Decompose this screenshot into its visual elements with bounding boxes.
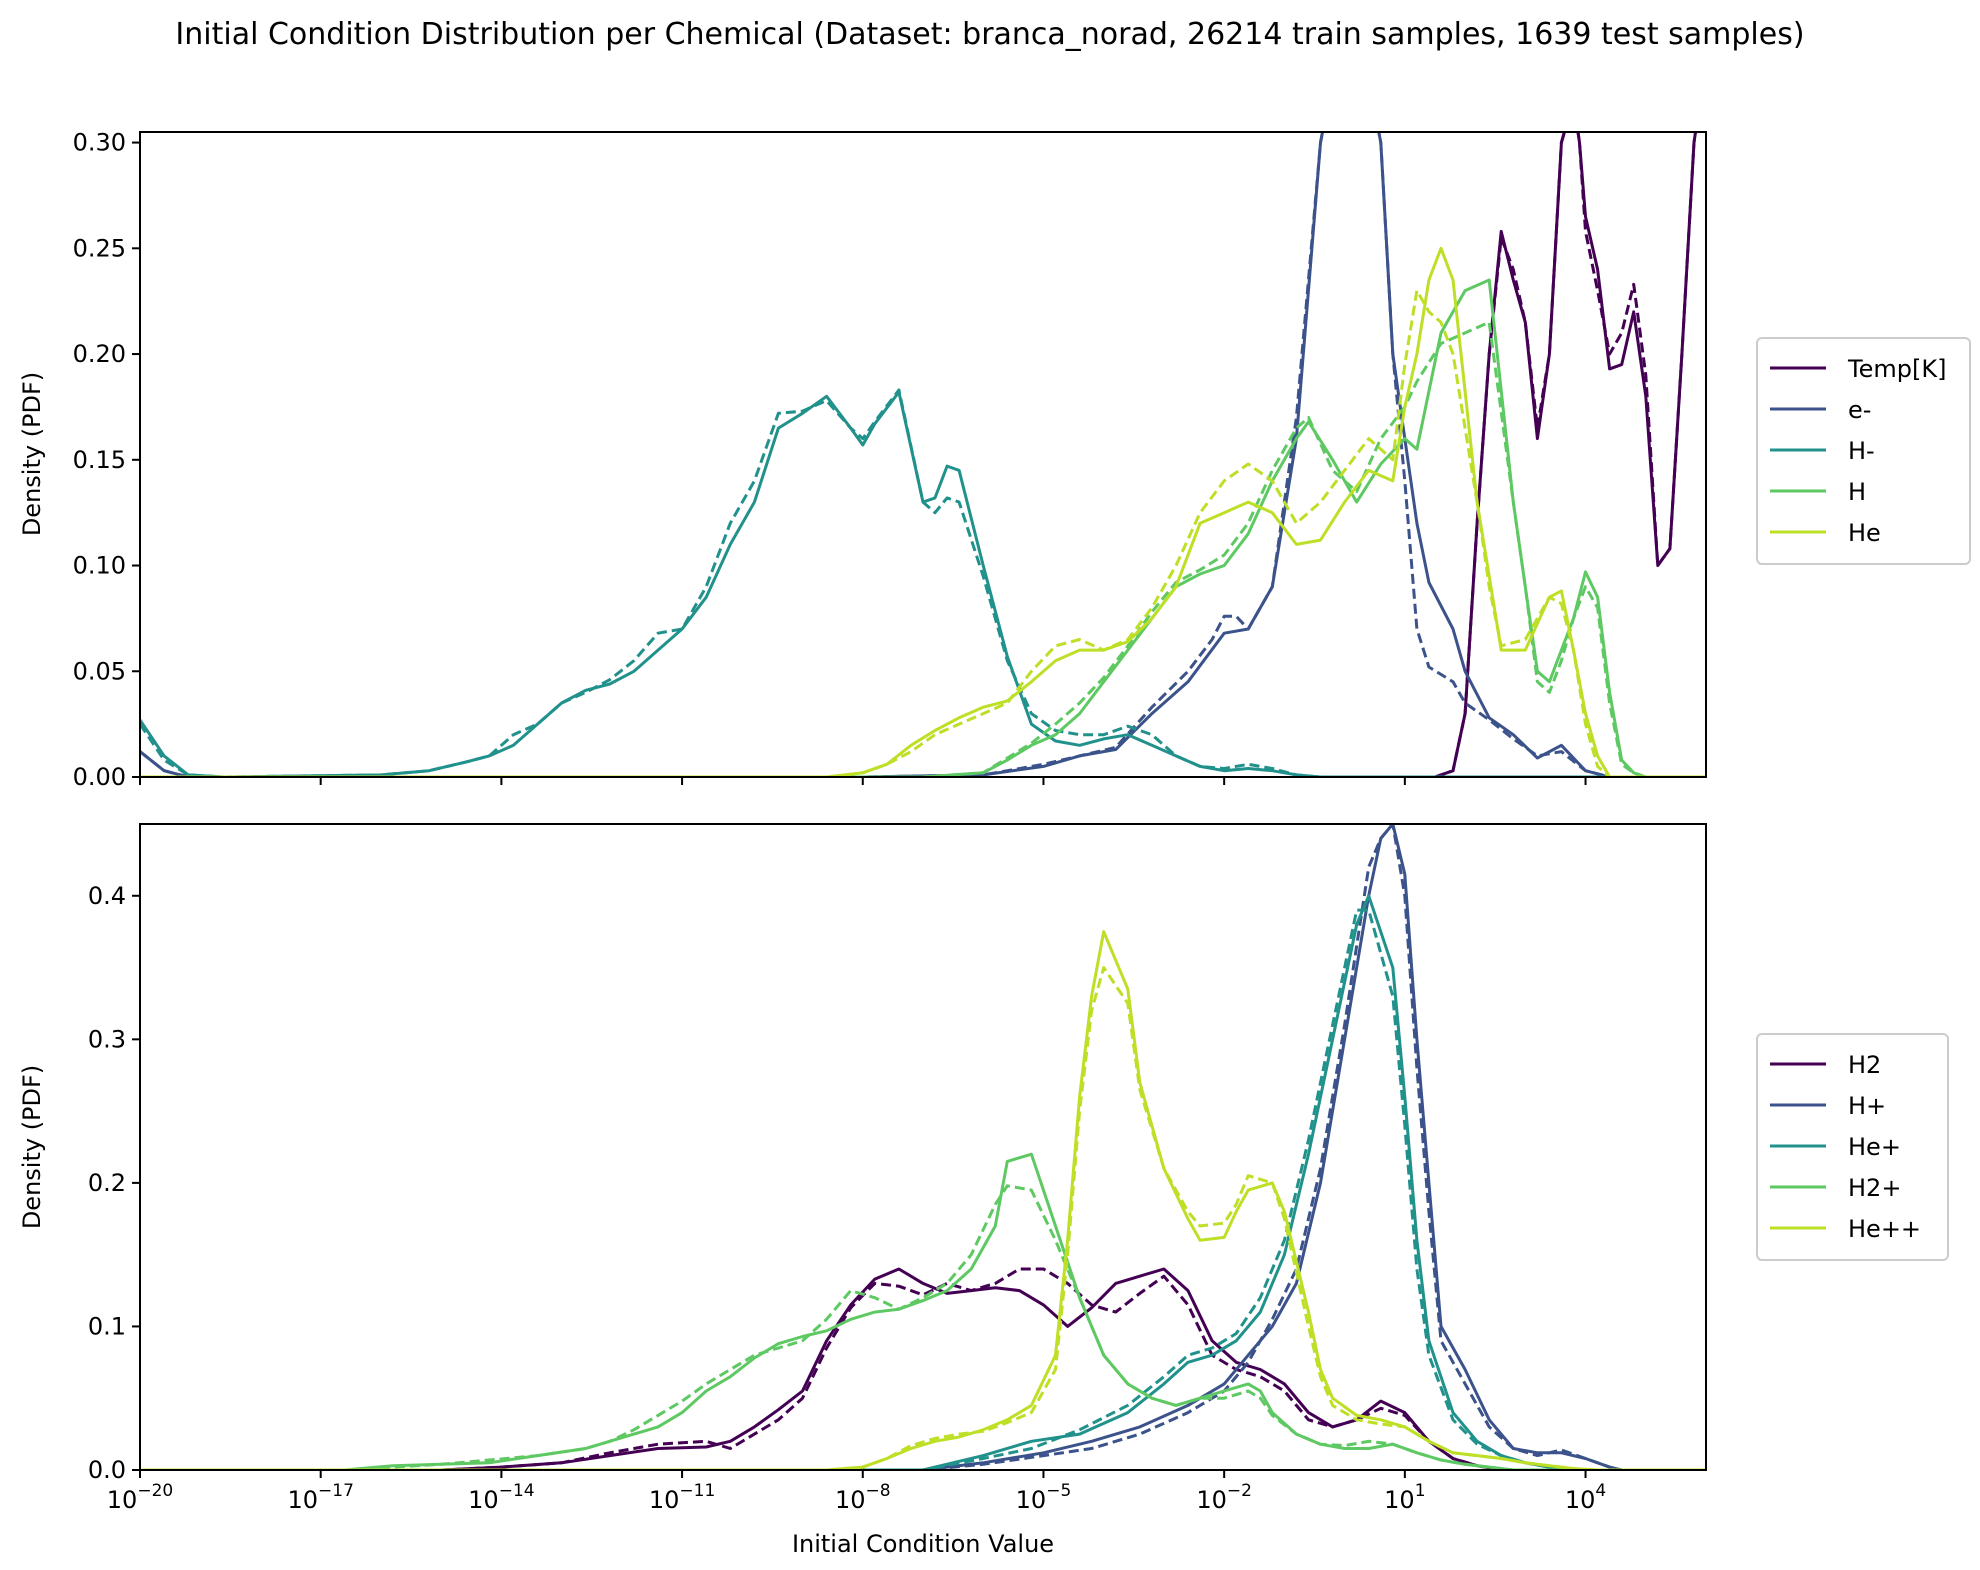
x-tick-label: 10−5	[1016, 1481, 1072, 1514]
y-tick-label: 0.00	[73, 763, 126, 791]
panel-bottom-legend: H2 H+ He+ H2+ He++	[1756, 1033, 1949, 1261]
legend-label: H	[1848, 478, 1866, 506]
series-line-h2--train	[140, 1152, 1706, 1470]
series-line-h--test	[140, 824, 1706, 1470]
y-tick-label: 0.15	[73, 446, 126, 474]
series-line-e--train	[140, 132, 1706, 777]
y-tick-label: 0.25	[73, 234, 126, 262]
x-tick-label: 10−11	[649, 1481, 715, 1514]
series-line-h-test	[140, 320, 1706, 777]
panel-top-legend: Temp[K] e- H- H He	[1756, 337, 1971, 565]
panel-bottom: 0.0 0.1 0.2 0.3 0.4 10−20 10−17 10−14 10−11 10−8…	[18, 823, 1949, 1558]
x-tick-label: 10−14	[468, 1481, 534, 1514]
panel-bottom-series	[140, 824, 1706, 1470]
legend-label: H-	[1848, 437, 1875, 465]
series-line-h--train	[140, 824, 1706, 1470]
legend-label: H+	[1848, 1092, 1886, 1120]
y-tick-label: 0.30	[73, 129, 126, 157]
x-tick-label: 10−20	[107, 1481, 173, 1514]
panel-top-series	[140, 132, 1706, 777]
legend-label: Temp[K]	[1847, 355, 1946, 383]
panel-bottom-y-axis-label: Density (PDF)	[18, 1065, 46, 1229]
y-tick-label: 0.2	[88, 1169, 126, 1197]
series-line-e--test	[140, 132, 1706, 777]
legend-label: e-	[1848, 396, 1871, 424]
series-line-he--train	[140, 930, 1706, 1470]
x-axis-label: Initial Condition Value	[792, 1530, 1054, 1558]
legend-label: H2	[1848, 1051, 1881, 1079]
series-line-h--train	[140, 390, 1706, 777]
series-line-he-train	[140, 246, 1706, 777]
y-tick-label: 0.05	[73, 657, 126, 685]
series-line-h2--test	[140, 1184, 1706, 1470]
legend-label: He++	[1848, 1215, 1921, 1243]
x-tick-label: 10−8	[835, 1481, 891, 1514]
panel-top-x-ticks	[139, 777, 1587, 785]
series-line-he-test	[140, 289, 1706, 777]
x-tick-label: 104	[1565, 1481, 1606, 1514]
panel-bottom-frame	[139, 823, 1707, 1471]
legend-label: He	[1848, 519, 1881, 547]
legend-label: He+	[1848, 1133, 1901, 1161]
x-tick-label: 101	[1384, 1481, 1425, 1514]
panel-bottom-x-ticks: 10−20 10−17 10−14 10−11 10−8 10−5 10−2 101 104	[107, 1470, 1606, 1514]
series-line-h2-train	[140, 1267, 1706, 1470]
y-tick-label: 0.4	[88, 882, 126, 910]
x-tick-label: 10−17	[287, 1481, 353, 1514]
series-line-h--test	[140, 388, 1706, 777]
x-tick-label: 10−2	[1196, 1481, 1252, 1514]
series-line-he--train	[140, 894, 1706, 1470]
y-tick-label: 0.20	[73, 340, 126, 368]
panel-bottom-y-ticks: 0.0 0.1 0.2 0.3 0.4	[88, 882, 140, 1484]
chart-title: Initial Condition Distribution per Chemi…	[175, 17, 1804, 52]
y-tick-label: 0.3	[88, 1025, 126, 1053]
panel-top-frame	[139, 131, 1707, 778]
series-line-he--test	[140, 908, 1706, 1470]
panel-top-y-axis-label: Density (PDF)	[18, 372, 46, 536]
series-line-temp-k--test	[1434, 132, 1698, 777]
y-tick-label: 0.1	[88, 1312, 126, 1340]
series-line-h-train	[140, 278, 1706, 777]
y-tick-label: 0.10	[73, 552, 126, 580]
panel-top-y-ticks: 0.00 0.05 0.10 0.15 0.20 0.25 0.30	[73, 129, 140, 791]
y-tick-label: 0.0	[88, 1456, 126, 1484]
series-line-temp-k--train	[1434, 132, 1698, 777]
legend-label: H2+	[1848, 1174, 1901, 1202]
panel-top: 0.00 0.05 0.10 0.15 0.20 0.25 0.30 Density (PD…	[18, 129, 1971, 791]
